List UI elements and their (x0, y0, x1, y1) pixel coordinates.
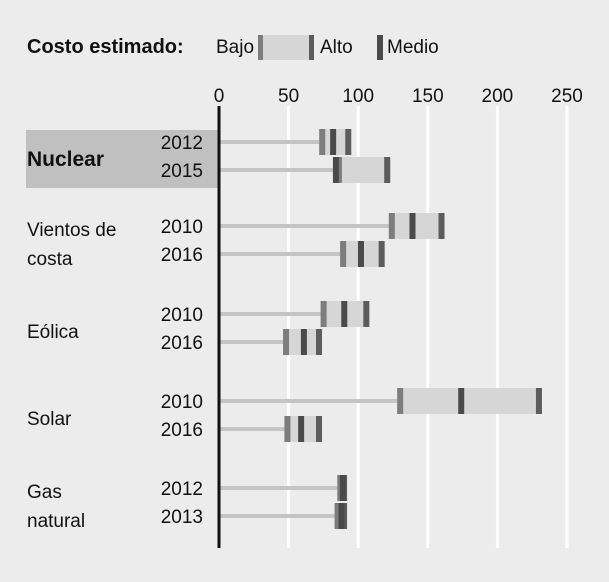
bar-range (335, 157, 391, 183)
bar-low-marker (284, 416, 291, 442)
highlight-band (26, 130, 219, 188)
bar-low-marker (319, 129, 326, 155)
year-label: 2012 (161, 133, 203, 154)
year-label: 2016 (161, 245, 203, 266)
legend-swatch-range (263, 35, 309, 60)
group-label: natural (27, 511, 85, 532)
legend-label-high: Alto (320, 37, 353, 58)
bar-low-marker (283, 329, 290, 355)
year-label: 2016 (161, 333, 203, 354)
legend-title: Costo estimado: (27, 36, 184, 58)
bar-mid-marker (300, 329, 307, 355)
bar-low-marker (397, 388, 404, 414)
bar-mid-marker (298, 416, 305, 442)
group-label: Eólica (27, 322, 79, 343)
legend-swatch-mid (377, 35, 383, 60)
legend: Costo estimado: Bajo Alto Medio (0, 0, 609, 70)
bar-high-marker (316, 416, 323, 442)
bar-low-marker (388, 213, 395, 239)
x-tick-label: 200 (482, 86, 514, 107)
bar-mid-marker (332, 157, 339, 183)
bar-high-marker (438, 213, 445, 239)
legend-swatch-low (258, 35, 263, 60)
bar-low-marker (334, 503, 341, 529)
year-label: 2010 (161, 305, 203, 326)
bar-high-marker (363, 301, 370, 327)
year-label: 2013 (161, 507, 203, 528)
bar-low-marker (340, 241, 347, 267)
year-label: 2010 (161, 217, 203, 238)
bar-range (397, 388, 542, 414)
bar-mid-marker (341, 301, 348, 327)
group-label: Gas (27, 482, 62, 503)
bar-high-marker (378, 241, 385, 267)
year-label: 2016 (161, 420, 203, 441)
x-tick-label: 150 (412, 86, 444, 107)
bar-mid-marker (330, 129, 337, 155)
legend-label-low: Bajo (216, 37, 255, 58)
year-label: 2012 (161, 479, 203, 500)
bar-mid-marker (338, 503, 345, 529)
x-tick-label: 0 (214, 86, 225, 107)
bar-mid-marker (458, 388, 465, 414)
bar-high-marker (384, 157, 391, 183)
group-label: Solar (27, 409, 72, 430)
bar-high-marker (535, 388, 542, 414)
bar-mid-marker (339, 475, 346, 501)
group-label: Nuclear (27, 148, 104, 171)
bar-mid-marker (409, 213, 416, 239)
legend-label-mid: Medio (387, 37, 439, 58)
bar-high-marker (345, 129, 352, 155)
group-label: costa (27, 249, 73, 270)
group-label: Vientos de (27, 220, 116, 241)
bar-range (388, 213, 445, 239)
legend-swatch-high (309, 35, 314, 60)
year-label: 2010 (161, 392, 203, 413)
x-tick-label: 250 (551, 86, 583, 107)
x-tick-label: 50 (278, 86, 299, 107)
bar-low-marker (320, 301, 327, 327)
bar-high-marker (316, 329, 323, 355)
x-tick-label: 100 (342, 86, 374, 107)
year-label: 2015 (161, 161, 203, 182)
bar-mid-marker (357, 241, 364, 267)
